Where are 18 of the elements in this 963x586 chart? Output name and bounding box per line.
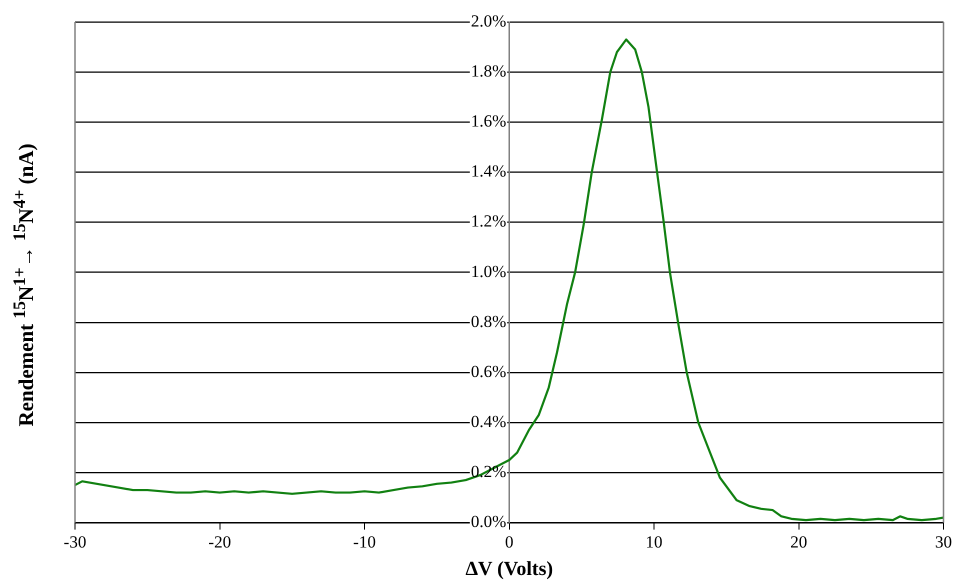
x-tick-label: 0 [505,532,514,552]
y-tick-label: 0.6% [470,362,506,381]
y-tick-label: 1.0% [470,262,506,281]
y-tick-label: 1.8% [470,62,506,81]
x-axis-title: ΔV (Volts) [465,558,554,580]
x-tick-label: 20 [790,532,808,552]
y-tick-label: 1.4% [470,162,506,181]
x-tick-label: 30 [935,532,952,552]
y-tick-label: 2.0% [470,11,506,30]
y-tick-label: 0.8% [470,312,506,331]
x-tick-label: 10 [646,532,662,552]
y-tick-label: 0.0% [470,512,506,532]
y-tick-label: 0.4% [470,412,506,431]
x-tick-label: -20 [208,532,232,552]
y-tick-label: 1.2% [470,212,506,231]
y-tick-label: 1.6% [470,112,506,131]
x-tick-label: -30 [64,532,86,552]
x-tick-label: -10 [353,532,376,552]
